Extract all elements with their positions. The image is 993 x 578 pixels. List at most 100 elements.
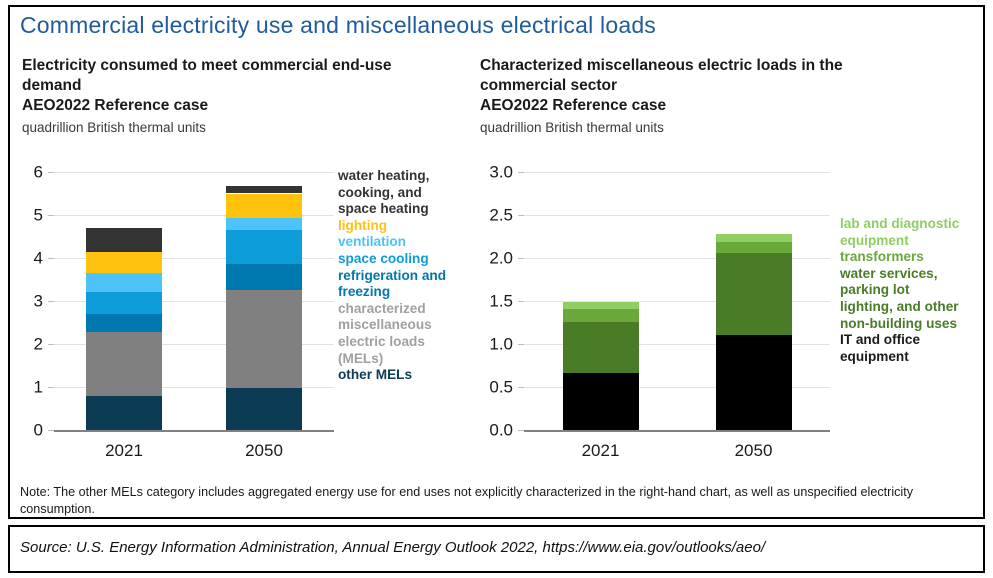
bar-segment[interactable] — [226, 388, 302, 430]
gridline — [524, 258, 830, 259]
y-axis-tick-label: 0 — [33, 420, 43, 440]
legend-entry: miscellaneous — [338, 317, 432, 333]
legend-entry: water services, — [840, 265, 938, 281]
bar-segment[interactable] — [86, 227, 162, 252]
legend-entry: characterized — [338, 300, 426, 316]
chart-frame — [8, 5, 985, 519]
legend-entry: parking lot — [840, 282, 910, 298]
left-chart-subtitle: AEO2022 Reference case — [22, 97, 209, 114]
legend-entry: non-building uses — [840, 315, 958, 331]
page-title: Commercial electricity use and miscellan… — [20, 12, 657, 38]
legend-entry: water heating, — [338, 168, 430, 183]
gridline — [524, 172, 830, 173]
bar-segment[interactable] — [715, 334, 792, 430]
left-chart-units: quadrillion British thermal units — [22, 120, 206, 135]
y-tick-mark — [48, 430, 54, 431]
legend-entry: equipment — [840, 232, 909, 248]
y-axis-tick-label: 2.5 — [489, 205, 513, 225]
y-axis-tick-label: 6 — [33, 162, 43, 182]
bar-segment[interactable] — [86, 251, 162, 274]
x-axis-tick-label: 2050 — [245, 441, 283, 460]
left-axis-area: 0 1 2 3 4 5 6 2021 2050 water heating, cooking, an… — [22, 164, 474, 463]
bar-segment[interactable] — [562, 321, 639, 374]
right-chart-units: quadrillion British thermal units — [480, 120, 664, 135]
right-chart-plot: 0.0 0.5 1.0 1.5 2.0 2.5 3.0 2021 2050 lab and dia… — [480, 164, 959, 463]
stacked-bar[interactable] — [715, 172, 792, 430]
legend-entry: freezing — [338, 284, 391, 300]
left-chart-plot: 0 1 2 3 4 5 6 2021 2050 water heating, cooking, an… — [22, 164, 474, 463]
stacked-bar[interactable] — [226, 172, 302, 430]
y-axis-tick-label: 3.0 — [489, 162, 513, 182]
y-axis-tick-label: 4 — [33, 248, 43, 268]
left-panel-header: Electricity consumed to meet commercial … — [22, 56, 474, 456]
bar-segment[interactable] — [226, 193, 302, 218]
stacked-bar[interactable] — [562, 172, 639, 430]
y-tick-mark — [48, 344, 54, 345]
gridline — [54, 172, 334, 173]
legend-entry: refrigeration and — [338, 267, 447, 283]
y-tick-mark — [518, 387, 524, 388]
x-axis-tick-label: 2050 — [734, 441, 773, 460]
legend-entry: lab and diagnostic — [840, 216, 960, 231]
y-axis-tick-label: 1.5 — [489, 291, 513, 311]
gridline — [54, 344, 334, 345]
y-axis-tick-label: 1.0 — [489, 334, 513, 354]
bar-segment[interactable] — [562, 301, 639, 309]
y-tick-mark — [518, 258, 524, 259]
y-tick-mark — [48, 301, 54, 302]
right-panel-header: Characterized miscellaneous electric loa… — [480, 56, 950, 456]
legend-entry: lighting, and other — [840, 298, 959, 314]
y-tick-mark — [48, 215, 54, 216]
gridline — [54, 301, 334, 302]
y-tick-mark — [518, 344, 524, 345]
bar-segment[interactable] — [86, 313, 162, 333]
bar-segment[interactable] — [86, 396, 162, 430]
bar-segment[interactable] — [562, 308, 639, 322]
y-tick-mark — [48, 258, 54, 259]
legend-entry: cooking, and — [338, 184, 422, 200]
x-axis-line — [54, 430, 334, 432]
y-axis-tick-label: 2.0 — [489, 248, 513, 268]
x-axis-line — [524, 430, 830, 432]
legend-entry: other MELs — [338, 367, 413, 383]
y-axis-tick-label: 0.0 — [489, 420, 513, 440]
right-chart-title-line2: commercial sector — [480, 77, 617, 94]
bar-segment[interactable] — [226, 230, 302, 265]
source-frame — [8, 525, 985, 573]
bar-segment[interactable] — [86, 273, 162, 292]
stacked-bar[interactable] — [86, 172, 162, 430]
gridline — [54, 258, 334, 259]
bar-segment[interactable] — [562, 373, 639, 430]
bar-segment[interactable] — [86, 291, 162, 314]
left-chart-title-line2: demand — [22, 77, 82, 94]
left-chart-legend: water heating, cooking, and space heating l… — [338, 168, 446, 384]
bar-segment[interactable] — [715, 252, 792, 335]
right-chart-subtitle: AEO2022 Reference case — [480, 97, 667, 114]
legend-entry: space cooling — [338, 250, 429, 266]
bar-segment[interactable] — [715, 241, 792, 253]
bar-segment[interactable] — [226, 289, 302, 389]
bar-segment[interactable] — [226, 217, 302, 231]
legend-entry: space heating — [338, 201, 429, 217]
right-axis-area: 0.0 0.5 1.0 1.5 2.0 2.5 3.0 2021 2050 lab and dia… — [480, 164, 959, 463]
gridline — [524, 387, 830, 388]
bar-segment[interactable] — [226, 264, 302, 290]
gridline — [54, 387, 334, 388]
right-chart-title-line1: Characterized miscellaneous electric loa… — [480, 57, 843, 74]
gridline — [524, 301, 830, 302]
bar-segment[interactable] — [86, 332, 162, 397]
bar-segment[interactable] — [226, 186, 302, 194]
y-axis-tick-label: 0.5 — [489, 377, 513, 397]
legend-entry: ventilation — [338, 234, 406, 250]
x-axis-tick-label: 2021 — [581, 441, 620, 460]
y-axis-tick-label: 5 — [33, 205, 43, 225]
bar-segment[interactable] — [715, 233, 792, 242]
y-axis-tick-label: 1 — [33, 377, 43, 397]
left-chart-title-line1: Electricity consumed to meet commercial … — [22, 57, 392, 74]
y-axis-tick-label: 3 — [33, 291, 43, 311]
legend-entry: lighting — [338, 217, 388, 233]
chart-note: Note: The other MELs category includes a… — [20, 485, 914, 516]
right-chart-legend: lab and diagnostic equipment transformers w… — [840, 216, 959, 365]
legend-entry: electric loads — [338, 333, 425, 349]
